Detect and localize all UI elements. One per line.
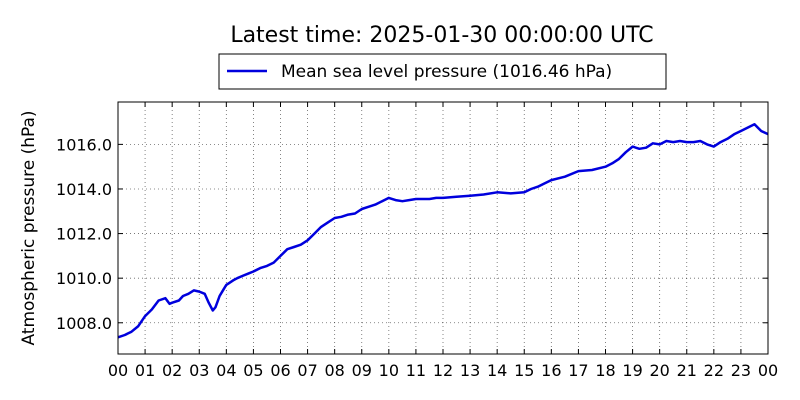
x-tick-label: 23 [731, 361, 751, 380]
y-tick-label: 1010.0 [56, 269, 112, 288]
x-tick-label: 11 [406, 361, 426, 380]
y-tick-label: 1016.0 [56, 135, 112, 154]
x-tick-label: 08 [324, 361, 344, 380]
x-tick-label: 02 [162, 361, 182, 380]
x-tick-label: 09 [352, 361, 372, 380]
x-tick-label: 14 [487, 361, 507, 380]
x-tick-label: 04 [216, 361, 236, 380]
y-tick-label: 1012.0 [56, 225, 112, 244]
legend: Mean sea level pressure (1016.46 hPa) [218, 53, 667, 90]
x-tick-label: 22 [704, 361, 724, 380]
x-tick-label: 12 [433, 361, 453, 380]
y-axis-label: Atmospheric pressure (hPa) [19, 110, 39, 345]
x-tick-label: 16 [541, 361, 561, 380]
x-tick-label: 15 [514, 361, 534, 380]
x-tick-label: 10 [379, 361, 399, 380]
y-tick-label: 1008.0 [56, 314, 112, 333]
x-tick-label: 18 [595, 361, 615, 380]
tick-layer: 00 01 02 03 04 05 06 07 08 09 10 11 12 13 14 15 16 17 18 19… [56, 102, 778, 380]
x-tick-label: 20 [649, 361, 669, 380]
series-layer [117, 123, 769, 339]
grid-layer [118, 102, 768, 354]
x-tick-label: 00 [758, 361, 778, 380]
plot-frame [117, 101, 769, 355]
x-tick-label: 05 [243, 361, 263, 380]
x-tick-label: 06 [270, 361, 290, 380]
y-tick-label: 1014.0 [56, 180, 112, 199]
x-tick-label: 21 [677, 361, 697, 380]
series-line-pressure [117, 123, 769, 339]
legend-box [218, 53, 667, 90]
x-tick-label: 00 [108, 361, 128, 380]
x-tick-label: 13 [460, 361, 480, 380]
x-tick-label: 17 [568, 361, 588, 380]
x-tick-label: 03 [189, 361, 209, 380]
x-tick-label: 19 [622, 361, 642, 380]
x-tick-label: 01 [135, 361, 155, 380]
x-tick-label: 07 [297, 361, 317, 380]
chart-title: Latest time: 2025-01-30 00:00:00 UTC [230, 23, 653, 48]
legend-series-label: Mean sea level pressure (1016.46 hPa) [281, 62, 612, 82]
